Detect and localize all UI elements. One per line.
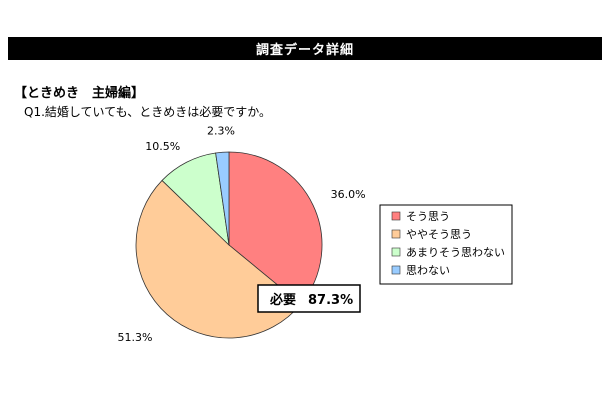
callout-frame [257, 284, 361, 313]
legend-label: ややそう思う [406, 228, 472, 241]
pie-percent-labels: 36.0% 51.3% 10.5% 2.3% [118, 124, 366, 344]
legend-swatch [391, 229, 401, 239]
label-10: 10.5% [145, 140, 180, 153]
label-51: 51.3% [118, 331, 153, 344]
slice-sou-omou [228, 151, 323, 305]
legend-label: そう思う [406, 210, 450, 223]
report-title-bar: 調査データ詳細 [8, 37, 602, 60]
legend-label: 思わない [406, 264, 450, 277]
callout-box: 必要 87.3% [257, 284, 361, 313]
report-title: 調査データ詳細 [255, 43, 354, 58]
legend-swatch [391, 211, 401, 221]
callout-value: 87.3% [308, 293, 353, 308]
survey-question: Q1.結婚していても、ときめきは必要ですか。 [24, 105, 271, 119]
section-heading: 【ときめき 主婦編】 [14, 86, 145, 101]
label-36: 36.0% [331, 188, 366, 201]
legend-swatch [391, 265, 401, 275]
legend-swatch [391, 247, 401, 257]
legend-frame [379, 204, 513, 285]
callout-label: 必要 [269, 292, 296, 308]
slice-omowanai [215, 151, 230, 246]
legend-label: あまりそう思わない [406, 246, 505, 259]
label-2: 2.3% [207, 124, 235, 137]
